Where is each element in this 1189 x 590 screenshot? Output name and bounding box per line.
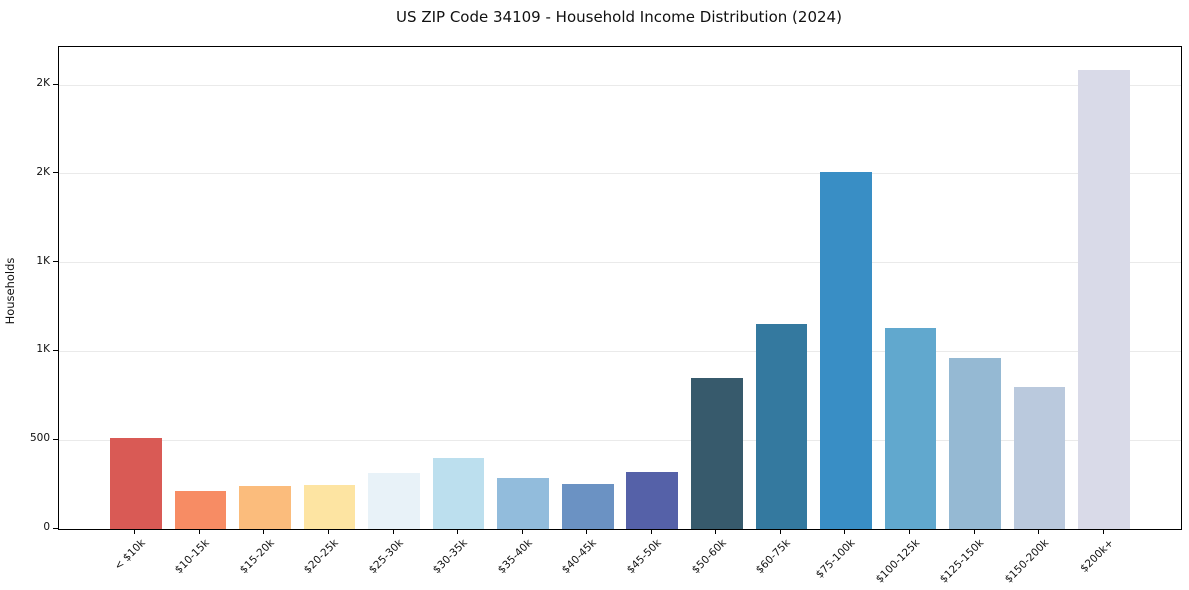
chart-title: US ZIP Code 34109 - Household Income Dis…	[396, 8, 842, 26]
x-tick-mark	[844, 529, 846, 534]
x-tick-label: $125-150k	[938, 537, 987, 586]
gridline	[59, 262, 1181, 264]
bar-$10-15k	[174, 490, 227, 529]
x-tick-mark	[779, 529, 781, 534]
x-tick-label: $45-50k	[624, 537, 664, 577]
y-tick-label: 2K	[36, 165, 50, 178]
x-tick-mark	[263, 529, 265, 534]
bar-$100-125k	[884, 328, 937, 529]
x-tick-mark	[909, 529, 910, 534]
y-tick-label: 2K	[36, 77, 50, 90]
y-tick-mark	[53, 527, 58, 529]
gridline	[59, 350, 1181, 352]
bar-< $10k	[110, 437, 162, 529]
bar-$20-25k	[303, 484, 356, 529]
bar-$60-75k	[755, 323, 808, 529]
y-tick-mark	[53, 261, 58, 263]
y-tick-mark	[53, 349, 58, 351]
x-tick-label: $20-25k	[301, 537, 341, 577]
gridline	[59, 84, 1181, 86]
x-tick-label: $25-30k	[366, 537, 406, 577]
x-tick-label: $30-35k	[431, 537, 471, 577]
x-tick-mark	[1038, 529, 1040, 534]
bar-$40-45k	[561, 483, 614, 529]
bar-$30-35k	[432, 458, 485, 529]
y-tick-mark	[53, 172, 58, 174]
bar-$150-200k	[1013, 386, 1066, 529]
x-tick-label: < $10k	[111, 537, 148, 573]
x-tick-label: $100-125k	[873, 537, 923, 586]
x-tick-label: $35-40k	[495, 537, 535, 577]
bar-$45-50k	[626, 472, 679, 529]
y-tick-mark	[53, 438, 58, 440]
x-tick-mark	[392, 529, 394, 534]
x-tick-label: $10-15k	[172, 537, 212, 577]
x-tick-mark	[198, 529, 200, 534]
y-axis-label-text: Households	[3, 257, 17, 325]
x-tick-label: $150-200k	[1002, 537, 1052, 586]
x-tick-label: $40-45k	[560, 537, 600, 577]
x-tick-mark	[134, 529, 136, 534]
x-tick-label: $15-20k	[237, 537, 277, 577]
x-tick-label: $60-75k	[753, 537, 793, 577]
x-tick-mark	[650, 529, 652, 534]
x-tick-mark	[586, 529, 588, 534]
x-tick-mark	[457, 529, 459, 534]
bar-$125-150k	[949, 357, 1001, 529]
y-tick-label: 0	[43, 521, 50, 533]
bar-$50-60k	[691, 378, 743, 529]
bar-$15-20k	[239, 485, 291, 529]
bar-$35-40k	[497, 478, 549, 529]
y-tick-label: 1K	[36, 254, 50, 267]
bar-$200k+	[1078, 70, 1130, 529]
x-tick-label: $200k+	[1077, 537, 1116, 575]
x-tick-label: $50-60k	[689, 537, 729, 577]
y-tick-label: 500	[29, 432, 50, 445]
plot-area	[58, 46, 1182, 530]
gridline	[59, 439, 1181, 441]
x-tick-mark	[715, 529, 717, 534]
bar-$75-100k	[820, 172, 872, 529]
x-tick-mark	[1102, 529, 1104, 534]
x-tick-label: $75-100k	[813, 537, 858, 581]
x-tick-mark	[521, 529, 523, 534]
x-tick-mark	[973, 529, 975, 534]
gridline	[59, 173, 1181, 175]
y-tick-mark	[53, 83, 58, 85]
bar-$25-30k	[368, 473, 420, 529]
x-tick-mark	[327, 529, 329, 534]
y-tick-label: 1K	[36, 343, 50, 356]
